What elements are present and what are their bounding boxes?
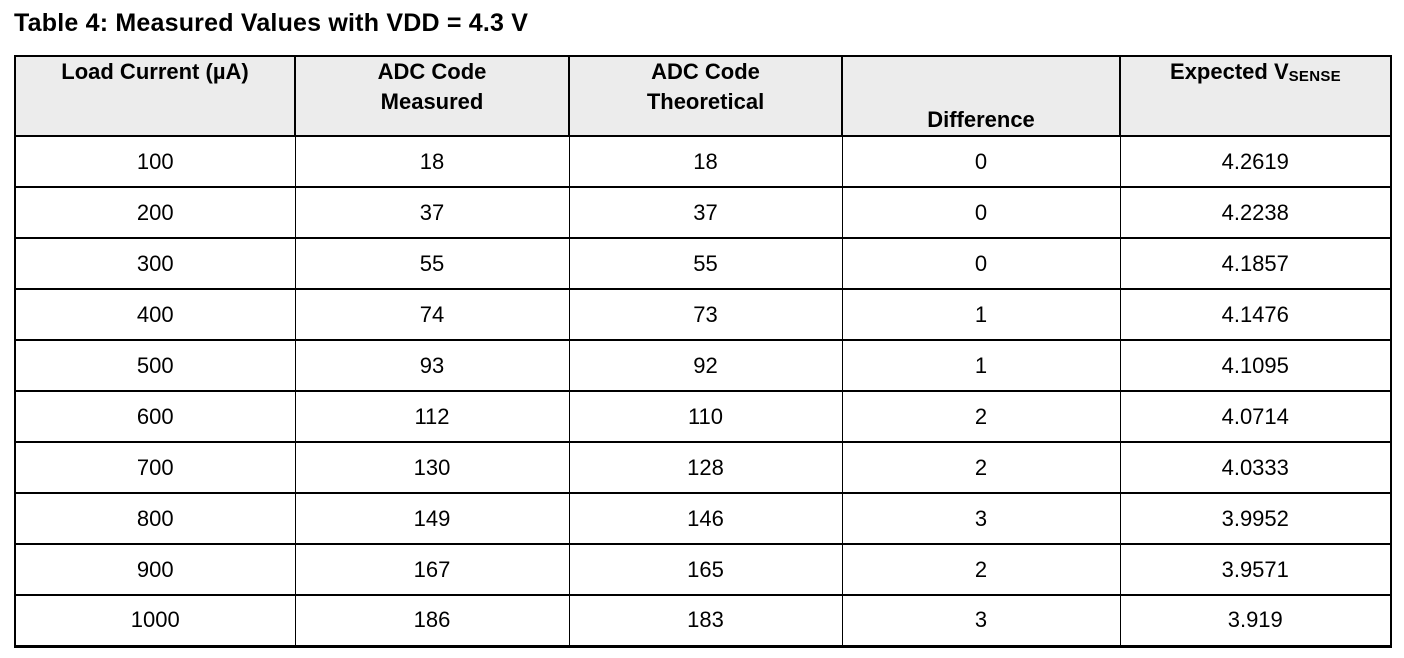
cell-load-current: 200 <box>14 186 296 239</box>
cell-difference: 0 <box>841 186 1121 239</box>
cell-difference: 2 <box>841 543 1121 596</box>
cell-load-current: 700 <box>14 441 296 494</box>
cell-adc-theoretical: 92 <box>568 339 843 392</box>
cell-adc-measured: 37 <box>294 186 570 239</box>
header-text: Expected V <box>1170 59 1289 84</box>
cell-adc-theoretical: 183 <box>568 594 843 647</box>
document-page: Table 4: Measured Values with VDD = 4.3 … <box>0 8 1404 658</box>
cell-difference: 2 <box>841 441 1121 494</box>
cell-difference: 3 <box>841 594 1121 647</box>
cell-adc-theoretical: 55 <box>568 237 843 290</box>
header-row: Load Current (µA) ADC Code Measured ADC … <box>14 55 1392 137</box>
cell-expected-vsense: 4.1095 <box>1119 339 1392 392</box>
table-row: 100 18 18 0 4.2619 <box>14 135 1392 188</box>
cell-load-current: 800 <box>14 492 296 545</box>
column-header-expected-vsense: Expected VSENSE <box>1119 55 1392 137</box>
cell-expected-vsense: 4.0714 <box>1119 390 1392 443</box>
header-text-line1: ADC Code <box>377 59 487 84</box>
vsense-subscript: SENSE <box>1288 68 1341 85</box>
cell-adc-measured: 112 <box>294 390 570 443</box>
table-row: 700 130 128 2 4.0333 <box>14 441 1392 494</box>
cell-difference: 0 <box>841 237 1121 290</box>
cell-adc-measured: 74 <box>294 288 570 341</box>
cell-expected-vsense: 3.919 <box>1119 594 1392 647</box>
measured-values-table: Load Current (µA) ADC Code Measured ADC … <box>14 55 1392 648</box>
table-row: 300 55 55 0 4.1857 <box>14 237 1392 290</box>
column-header-difference: Difference <box>841 55 1121 137</box>
header-text-line2: Theoretical <box>646 89 765 114</box>
column-header-adc-code-measured: ADC Code Measured <box>294 55 570 137</box>
cell-adc-measured: 186 <box>294 594 570 647</box>
table-row: 400 74 73 1 4.1476 <box>14 288 1392 341</box>
cell-load-current: 900 <box>14 543 296 596</box>
table-row: 600 112 110 2 4.0714 <box>14 390 1392 443</box>
header-text-line1: ADC Code <box>651 59 760 84</box>
header-text-line2: Measured <box>380 89 484 114</box>
cell-load-current: 500 <box>14 339 296 392</box>
cell-difference: 2 <box>841 390 1121 443</box>
cell-expected-vsense: 3.9952 <box>1119 492 1392 545</box>
table-row: 900 167 165 2 3.9571 <box>14 543 1392 596</box>
cell-load-current: 600 <box>14 390 296 443</box>
cell-adc-measured: 93 <box>294 339 570 392</box>
cell-load-current: 400 <box>14 288 296 341</box>
cell-adc-measured: 130 <box>294 441 570 494</box>
cell-expected-vsense: 4.2619 <box>1119 135 1392 188</box>
cell-adc-theoretical: 128 <box>568 441 843 494</box>
cell-expected-vsense: 4.1476 <box>1119 288 1392 341</box>
cell-adc-theoretical: 165 <box>568 543 843 596</box>
cell-adc-theoretical: 18 <box>568 135 843 188</box>
cell-difference: 1 <box>841 339 1121 392</box>
cell-difference: 0 <box>841 135 1121 188</box>
header-text: Load Current (µA) <box>61 59 249 84</box>
table-title: Table 4: Measured Values with VDD = 4.3 … <box>14 9 529 37</box>
cell-adc-measured: 149 <box>294 492 570 545</box>
table-row: 200 37 37 0 4.2238 <box>14 186 1392 239</box>
cell-expected-vsense: 4.1857 <box>1119 237 1392 290</box>
column-header-adc-code-theoretical: ADC Code Theoretical <box>568 55 843 137</box>
table-row: 500 93 92 1 4.1095 <box>14 339 1392 392</box>
cell-expected-vsense: 4.0333 <box>1119 441 1392 494</box>
cell-load-current: 300 <box>14 237 296 290</box>
cell-difference: 1 <box>841 288 1121 341</box>
cell-load-current: 100 <box>14 135 296 188</box>
cell-adc-theoretical: 37 <box>568 186 843 239</box>
cell-adc-measured: 167 <box>294 543 570 596</box>
cell-adc-measured: 55 <box>294 237 570 290</box>
table-row: 1000 186 183 3 3.919 <box>14 594 1392 647</box>
cell-adc-theoretical: 110 <box>568 390 843 443</box>
header-text: Difference <box>927 107 1035 132</box>
cell-load-current: 1000 <box>14 594 296 647</box>
cell-adc-measured: 18 <box>294 135 570 188</box>
cell-expected-vsense: 3.9571 <box>1119 543 1392 596</box>
cell-difference: 3 <box>841 492 1121 545</box>
column-header-load-current: Load Current (µA) <box>14 55 296 137</box>
table-row: 800 149 146 3 3.9952 <box>14 492 1392 545</box>
cell-adc-theoretical: 73 <box>568 288 843 341</box>
cell-expected-vsense: 4.2238 <box>1119 186 1392 239</box>
cell-adc-theoretical: 146 <box>568 492 843 545</box>
